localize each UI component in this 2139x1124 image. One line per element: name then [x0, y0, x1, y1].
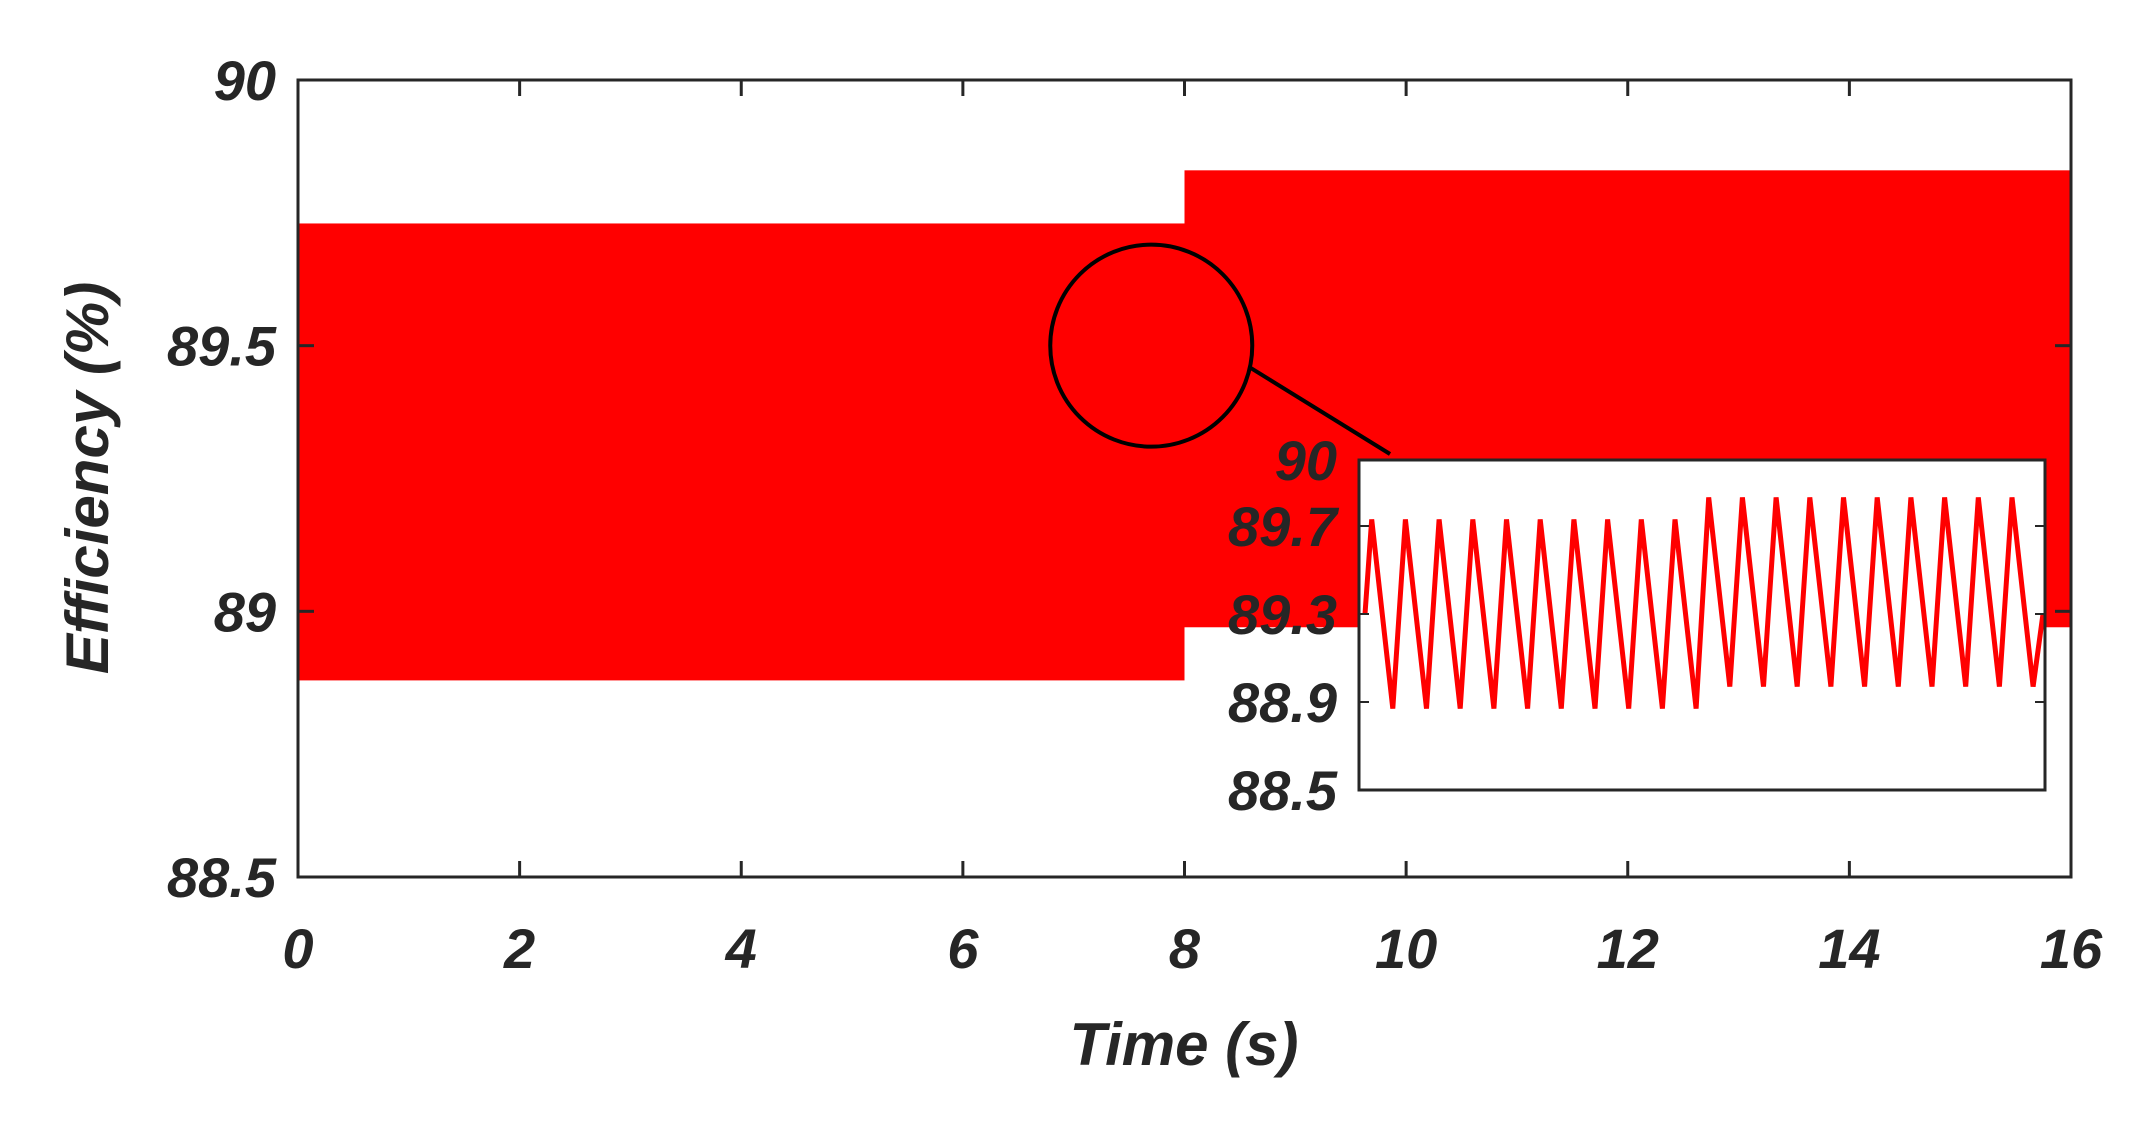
- x-tick-label: 16: [2040, 917, 2103, 980]
- zoom-annotation: [1048, 242, 1392, 456]
- y-tick-label: 89: [214, 580, 276, 643]
- inset-series-group: [1362, 497, 2046, 709]
- inset-y-tick-label: 90: [1275, 429, 1337, 492]
- x-tick-label: 6: [947, 917, 979, 980]
- x-tick-label: 12: [1597, 917, 1659, 980]
- inset-y-tick-label: 88.9: [1228, 671, 1337, 734]
- zoom-circle: [1048, 242, 1255, 449]
- x-tick-label: 0: [282, 917, 313, 980]
- x-tick-label: 2: [503, 917, 535, 980]
- zoom-connector-line: [1249, 365, 1392, 456]
- inset-y-tick-label: 88.5: [1228, 759, 1338, 822]
- inset-y-tick-label: 89.7: [1228, 495, 1340, 558]
- y-tick-label: 89.5: [167, 315, 277, 378]
- inset-y-ticks: 88.5 88.9 89.3 89.790: [1228, 429, 2045, 822]
- inset-series-line: [1362, 497, 2046, 709]
- inset-axes-box: [1357, 458, 2047, 792]
- x-tick-label: 10: [1375, 917, 1437, 980]
- x-axis-label: Time (s): [1070, 1011, 1299, 1078]
- y-axis-label: Efficiency (%): [54, 282, 121, 674]
- x-tick-label: 4: [725, 917, 757, 980]
- x-tick-label: 14: [1818, 917, 1880, 980]
- main-series-band-1: [298, 223, 1185, 681]
- y-tick-label: 88.5: [167, 846, 277, 909]
- inset-y-tick-label: 89.3: [1228, 583, 1337, 646]
- y-tick-label: 90: [214, 49, 276, 112]
- x-tick-label: 8: [1169, 917, 1201, 980]
- main-y-ticks: 88.5 89 89.5 90: [167, 49, 2071, 909]
- main-x-ticks: 0 2 4 6 8 10 12 14 16: [282, 80, 2103, 980]
